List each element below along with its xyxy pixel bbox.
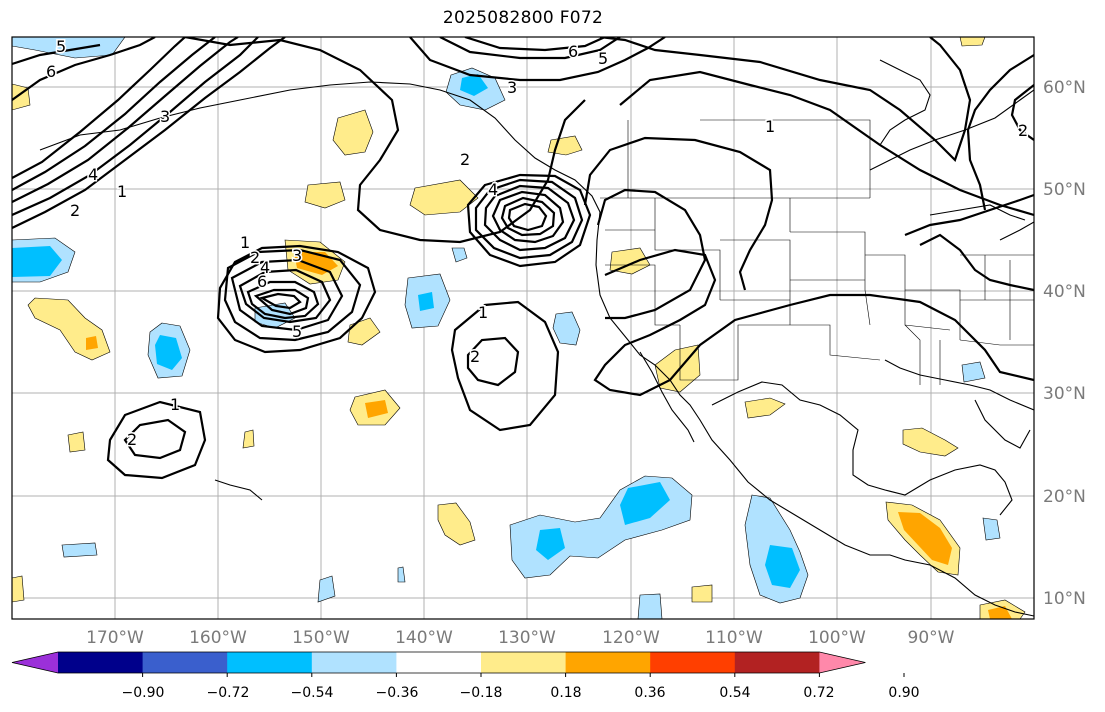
contour-label: 3	[292, 246, 302, 265]
colorbar-tick-label: −0.54	[291, 685, 334, 701]
contour-label: 3	[160, 107, 170, 126]
contour-label: 2	[250, 248, 260, 267]
contour-label: 1	[117, 182, 127, 201]
lon-label: 140°W	[395, 628, 453, 648]
colorbar-tick-label: 0.72	[803, 685, 834, 701]
colorbar-segment	[311, 652, 397, 673]
lat-label: 40°N	[1043, 282, 1086, 302]
contour-label: 1	[478, 303, 488, 322]
lon-label: 130°W	[498, 628, 556, 648]
contour-label: 3	[507, 78, 517, 97]
contour-label: 1	[240, 233, 250, 252]
contour-label: 2	[1018, 121, 1028, 140]
contour-label: 2	[460, 150, 470, 169]
colorbar-tick-label: −0.90	[122, 685, 165, 701]
colorbar-segment	[565, 652, 651, 673]
latitude-axis: 60°N 50°N 40°N 30°N 20°N 10°N	[1043, 78, 1086, 609]
contour-label: 1	[765, 117, 775, 136]
colorbar-tick-label: 0.54	[719, 685, 750, 701]
contour-label: 5	[56, 37, 66, 56]
lat-label: 60°N	[1043, 78, 1086, 98]
contour-label: 2	[470, 347, 480, 366]
longitude-axis: 170°W 160°W 150°W 140°W 130°W 120°W 110°…	[86, 628, 955, 648]
contour-label: 1	[170, 395, 180, 414]
colorbar-segment	[734, 652, 820, 673]
contour-label: 2	[127, 430, 137, 449]
colorbar-segment	[650, 652, 736, 673]
colorbar-segment	[142, 652, 228, 673]
colorbar-tick-label: 0.18	[550, 685, 581, 701]
colorbar-segment	[396, 652, 482, 673]
contour-label: 6	[257, 272, 267, 291]
lon-label: 90°W	[908, 628, 955, 648]
colorbar-extend-max	[819, 652, 866, 673]
lon-label: 110°W	[705, 628, 763, 648]
lon-label: 100°W	[808, 628, 866, 648]
colorbar-outline	[11, 651, 866, 674]
colorbar-tick-label: −0.72	[207, 685, 250, 701]
colorbar-tick-label: −0.18	[460, 685, 503, 701]
lon-label: 170°W	[86, 628, 144, 648]
map-title: 2025082800 F072	[442, 8, 604, 28]
contour-label: 4	[260, 258, 270, 277]
contour-label: 6	[46, 62, 56, 81]
contour-label: 6	[568, 42, 578, 61]
colorbar-tick-label: −0.36	[376, 685, 419, 701]
negative-anomaly-fill	[12, 37, 1001, 619]
colorbar	[11, 651, 905, 677]
colorbar-extend-min	[12, 652, 58, 673]
state-borders	[600, 119, 1034, 385]
lon-label: 160°W	[189, 628, 247, 648]
coastlines	[39, 59, 1034, 617]
contour-labels: 1 2 3 4 5 6 1 2 3 4 5 6 1 2 1 2 1 2 3 4 …	[45, 37, 1030, 451]
lat-label: 10°N	[1043, 589, 1086, 609]
lat-label: 30°N	[1043, 384, 1086, 404]
colorbar-ticks: −0.90 −0.72 −0.54 −0.36 −0.18 0.18 0.36 …	[122, 685, 920, 701]
lat-label: 50°N	[1043, 180, 1086, 200]
colorbar-tick-label: 0.36	[634, 685, 665, 701]
contour-label: 2	[70, 201, 80, 220]
colorbar-segment	[227, 652, 313, 673]
lon-label: 120°W	[602, 628, 660, 648]
contour-lines	[12, 37, 1034, 480]
colorbar-tick-label: 0.90	[888, 685, 919, 701]
colorbar-segment	[481, 652, 567, 673]
lon-label: 150°W	[292, 628, 350, 648]
contour-label: 4	[88, 165, 98, 184]
contour-label: 4	[488, 180, 498, 199]
colorbar-segment	[58, 652, 144, 673]
lat-label: 20°N	[1043, 487, 1086, 507]
map-frame	[11, 36, 1035, 620]
contour-label: 5	[292, 322, 302, 341]
contour-label: 5	[598, 49, 608, 68]
